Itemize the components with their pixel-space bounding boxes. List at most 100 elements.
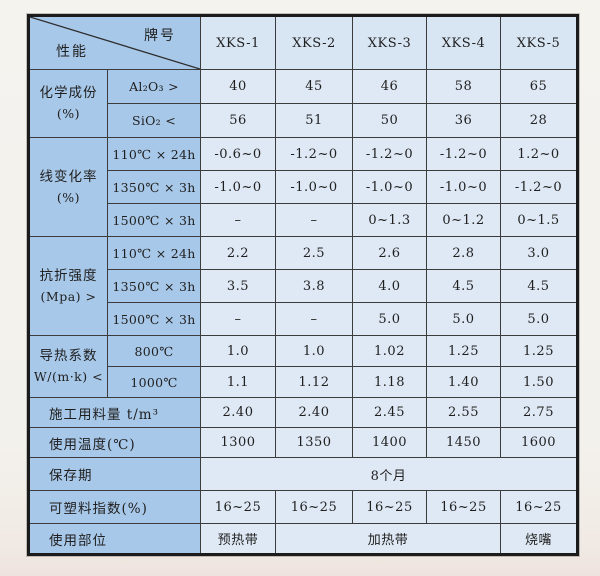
- section-label-flexural-strength: 抗折强度 (Mpa) >: [28, 236, 108, 336]
- value-cell: 1.1: [200, 366, 276, 398]
- table-row: 可塑料指数(%) 16~25 16~25 16~25 16~25 16~25: [28, 490, 578, 524]
- value-cell: -1.0~0: [200, 170, 276, 204]
- value-cell: 36: [426, 103, 501, 138]
- value-cell: -1.0~0: [426, 170, 501, 204]
- value-cell: 0~1.5: [500, 203, 578, 237]
- value-cell: 46: [352, 69, 427, 104]
- section-label-chemical: 化学成份 (%): [28, 69, 108, 138]
- value-cell: 16~25: [426, 490, 501, 524]
- value-cell: 3.5: [200, 269, 276, 303]
- value-cell: 4.5: [426, 269, 501, 303]
- diagonal-line: [30, 17, 200, 69]
- table-row: 化学成份 (%) Al₂O₃ > 40 45 46 58 65: [28, 69, 578, 138]
- value-cell: 5.0: [352, 302, 427, 336]
- section-label-text: 线变化率: [39, 168, 98, 185]
- value-cell: –: [275, 302, 353, 336]
- table-row: 1500℃ × 3h – – 0~1.3 0~1.2 0~1.5: [29, 203, 578, 237]
- value-cell: 2.8: [426, 236, 501, 270]
- value-cell: 0~1.3: [352, 203, 427, 237]
- section-label-text: 抗折强度: [39, 267, 98, 284]
- sub-row-label: 1350℃ × 3h: [107, 170, 201, 204]
- column-header-xks-4: XKS-4: [426, 15, 501, 70]
- sub-row-label: 110℃ × 24h: [107, 137, 201, 171]
- table-row: 导热系数 W/(m·k) < 800℃ 1.0 1.0 1.02 1.25 1.…: [28, 335, 578, 398]
- table-row: 使用部位 预热带 加热带 烧嘴: [28, 523, 578, 555]
- section-label-text: 导热系数: [39, 348, 98, 365]
- table-row: 1000℃ 1.1 1.12 1.18 1.40 1.50: [29, 366, 578, 398]
- value-cell: 2.40: [275, 397, 353, 428]
- section-unit-text: W/(m·k) <: [33, 369, 104, 385]
- value-cell: -1.2~0: [275, 137, 353, 171]
- usage-zone-burner: 烧嘴: [500, 523, 578, 555]
- value-cell: 1300: [200, 427, 276, 458]
- value-cell: 4.0: [352, 269, 427, 303]
- usage-zone-heating: 加热带: [275, 523, 501, 555]
- value-cell: 1.50: [500, 366, 578, 398]
- value-cell: 28: [500, 103, 578, 138]
- value-cell: 4.5: [500, 269, 578, 303]
- value-cell: 1600: [500, 427, 578, 458]
- value-cell: 45: [275, 69, 353, 104]
- value-cell: 16~25: [352, 490, 427, 524]
- value-cell: 2.2: [200, 236, 276, 270]
- value-cell: 16~25: [275, 490, 353, 524]
- value-cell: 1.25: [500, 335, 578, 367]
- value-cell: 56: [200, 103, 276, 138]
- value-cell: -1.2~0: [426, 137, 501, 171]
- value-cell: –: [200, 302, 276, 336]
- table-row: SiO₂ < 56 51 50 36 28: [29, 103, 578, 138]
- sub-row-label: 110℃ × 24h: [107, 236, 201, 270]
- value-cell: 65: [500, 69, 578, 104]
- sub-row-label: SiO₂ <: [107, 103, 201, 138]
- value-cell: 1350: [275, 427, 353, 458]
- column-header-xks-3: XKS-3: [352, 15, 427, 70]
- row-label-application-zone: 使用部位: [28, 523, 201, 555]
- sub-row-label: 1500℃ × 3h: [107, 302, 201, 336]
- usage-zone-preheat: 预热带: [200, 523, 276, 555]
- table-row: 1350℃ × 3h -1.0~0 -1.0~0 -1.0~0 -1.0~0 -…: [29, 170, 578, 204]
- value-cell: 50: [352, 103, 427, 138]
- storage-period-value: 8个月: [200, 457, 578, 491]
- value-cell: –: [275, 203, 353, 237]
- table-row: 抗折强度 (Mpa) > 110℃ × 24h 2.2 2.5 2.6 2.8 …: [28, 236, 578, 336]
- value-cell: 1.2~0: [500, 137, 578, 171]
- value-cell: -0.6~0: [200, 137, 276, 171]
- value-cell: 3.8: [275, 269, 353, 303]
- value-cell: 2.55: [426, 397, 501, 428]
- property-label: 性能: [56, 44, 88, 60]
- value-cell: 16~25: [200, 490, 276, 524]
- value-cell: 58: [426, 69, 501, 104]
- value-cell: 1400: [352, 427, 427, 458]
- value-cell: 3.0: [500, 236, 578, 270]
- section-unit-text: (Mpa) >: [40, 288, 97, 304]
- table-row: 线变化率 (%) 110℃ × 24h -0.6~0 -1.2~0 -1.2~0…: [28, 137, 578, 237]
- value-cell: 1.12: [275, 366, 353, 398]
- section-unit-text: (%): [56, 106, 81, 122]
- value-cell: 1.0: [200, 335, 276, 367]
- value-cell: 2.75: [500, 397, 578, 428]
- brand-label: 牌号: [144, 28, 176, 44]
- value-cell: 51: [275, 103, 353, 138]
- value-cell: 5.0: [426, 302, 501, 336]
- value-cell: 1450: [426, 427, 501, 458]
- row-label-material-amount: 施工用料量 t/m³: [28, 397, 201, 428]
- section-label-linear-change: 线变化率 (%): [28, 137, 108, 237]
- column-header-xks-5: XKS-5: [500, 15, 578, 70]
- table-row: 使用温度(℃) 1300 1350 1400 1450 1600: [28, 427, 578, 458]
- section-unit-text: (%): [56, 189, 81, 205]
- value-cell: –: [200, 203, 276, 237]
- table-row: 1350℃ × 3h 3.5 3.8 4.0 4.5 4.5: [29, 269, 578, 303]
- value-cell: 1.25: [426, 335, 501, 367]
- table-row: 施工用料量 t/m³ 2.40 2.40 2.45 2.55 2.75: [28, 397, 578, 428]
- value-cell: -1.2~0: [352, 137, 427, 171]
- sub-row-label: Al₂O₃ >: [107, 69, 201, 104]
- value-cell: 40: [200, 69, 276, 104]
- sub-row-label: 1000℃: [107, 366, 201, 398]
- row-label-storage-period: 保存期: [28, 457, 201, 491]
- value-cell: 1.02: [352, 335, 427, 367]
- spec-table: 牌号 性能 XKS-1 XKS-2 XKS-3 XKS-4 XKS-5 化学成份…: [27, 14, 579, 556]
- row-label-service-temperature: 使用温度(℃): [28, 427, 201, 458]
- column-header-xks-2: XKS-2: [275, 15, 353, 70]
- value-cell: 2.6: [352, 236, 427, 270]
